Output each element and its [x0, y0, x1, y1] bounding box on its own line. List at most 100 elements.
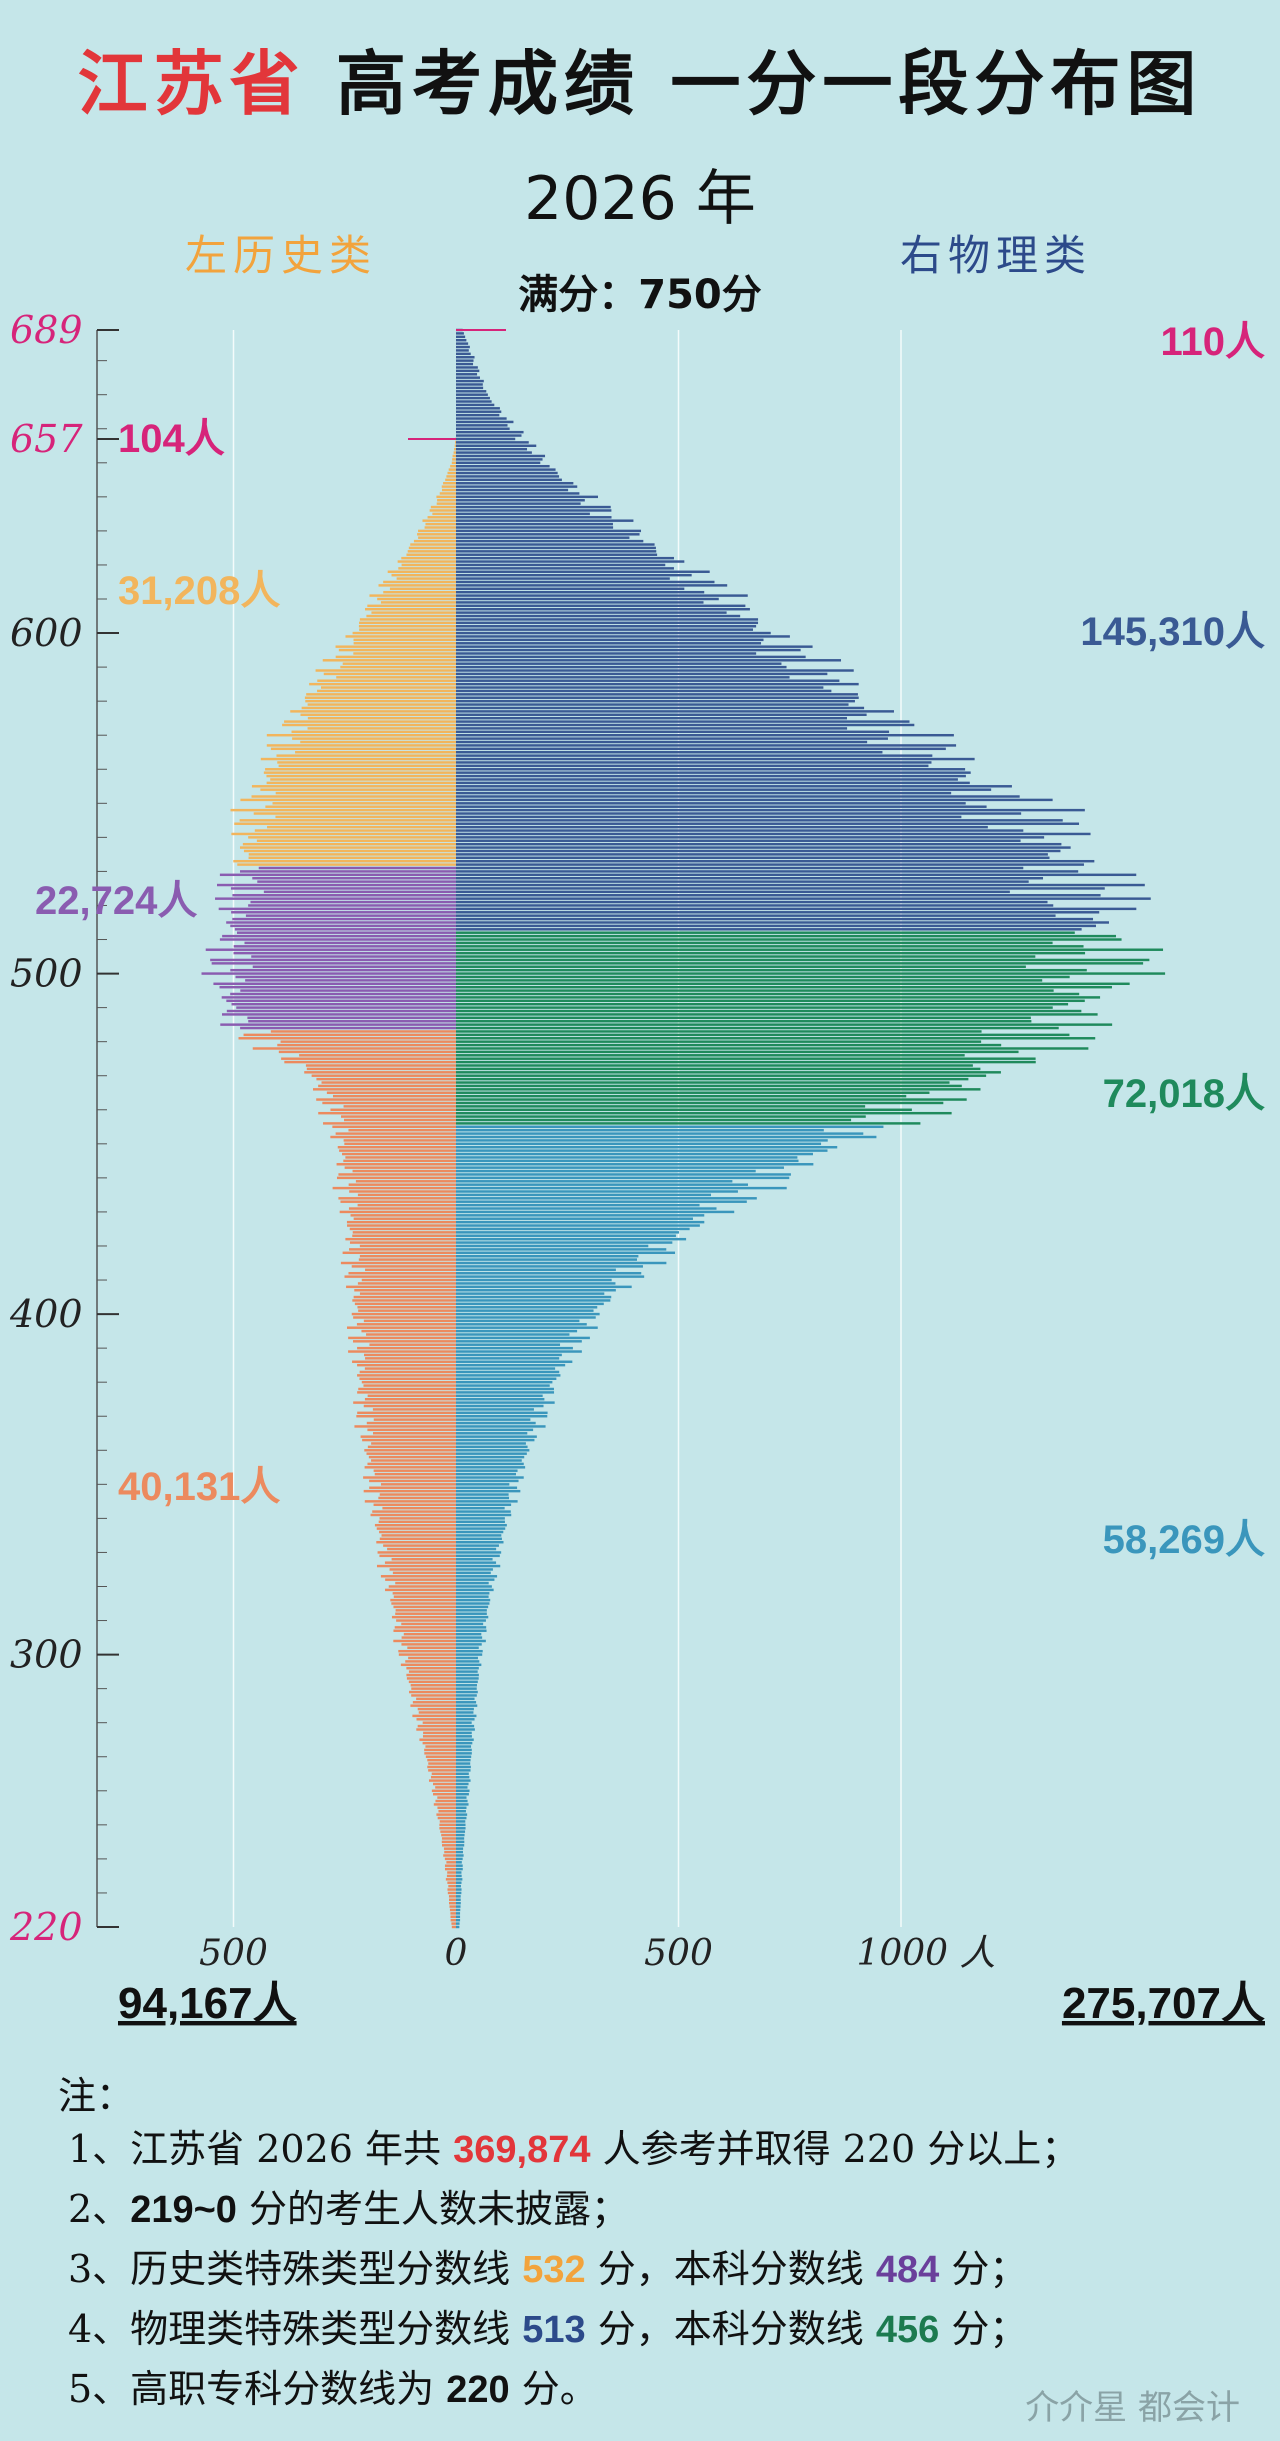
history-bar — [345, 1156, 456, 1159]
history-bar — [427, 1765, 456, 1769]
history-bar — [251, 785, 456, 788]
history-bar — [436, 502, 456, 505]
history-bar — [430, 505, 456, 509]
physics-bar — [456, 1612, 487, 1615]
history-bar — [427, 516, 456, 519]
history-bar — [427, 1758, 456, 1762]
physics-bar — [456, 979, 1043, 982]
physics-bar — [456, 522, 613, 526]
physics-bar — [456, 900, 1048, 904]
history-bar — [338, 1173, 456, 1176]
history-bar — [226, 999, 456, 1003]
history-bar — [236, 931, 456, 934]
physics-bar — [456, 1118, 852, 1122]
physics-bar — [456, 1074, 987, 1077]
history-bar — [444, 1850, 456, 1854]
history-bar — [360, 1435, 456, 1438]
physics-bar — [456, 1237, 687, 1241]
physics-bar — [456, 1564, 501, 1568]
history-bar — [213, 982, 456, 986]
physics-bar — [456, 410, 502, 413]
history-bar — [316, 1098, 456, 1101]
history-bar — [282, 723, 456, 727]
physics-bar — [456, 1728, 475, 1731]
physics-bar — [456, 880, 1029, 883]
physics-bar — [456, 1540, 504, 1544]
physics-bar — [456, 781, 970, 785]
physics-bar — [456, 1891, 462, 1895]
physics-bar — [456, 400, 492, 403]
history-bar — [240, 798, 456, 802]
history-bar — [336, 676, 456, 679]
history-bar — [416, 1697, 456, 1701]
history-bar — [340, 1115, 456, 1118]
history-bar — [366, 1333, 456, 1336]
physics-bar — [456, 407, 500, 410]
note-2-a: 2、 — [68, 2187, 131, 2231]
history-bar — [295, 751, 456, 754]
history-bar — [398, 567, 456, 570]
history-bar — [383, 580, 456, 584]
note-1: 1、江苏省 2026 年共 369,874 人参考并取得 220 分以上； — [68, 2118, 1079, 2173]
history-bar — [354, 1302, 456, 1306]
physics-bar — [456, 686, 824, 689]
history-bar — [254, 829, 456, 832]
history-bar — [339, 1210, 456, 1214]
history-bar — [398, 1649, 456, 1653]
physics-bar — [456, 1568, 493, 1571]
physics-bar — [456, 1285, 632, 1289]
history-bar — [346, 1285, 456, 1289]
history-bar — [231, 1002, 456, 1006]
history-bar — [357, 1306, 456, 1309]
physics-bar — [456, 1231, 680, 1234]
history-bar — [251, 795, 456, 798]
history-bar — [363, 1489, 456, 1493]
history-bar — [441, 485, 456, 488]
history-bar — [385, 1578, 456, 1581]
history-bar — [211, 962, 456, 965]
physics-bar — [456, 972, 1166, 975]
physics-bar — [456, 778, 958, 781]
history-bar — [316, 1077, 456, 1081]
physics-bar — [456, 1779, 471, 1782]
history-bar — [352, 1231, 456, 1234]
history-bars — [201, 437, 456, 1929]
physics-bar — [456, 475, 560, 478]
history-bar — [351, 1312, 456, 1316]
physics-bar — [456, 733, 954, 737]
history-bar — [444, 1864, 456, 1867]
physics-bar — [456, 1867, 463, 1871]
history-bar — [243, 849, 456, 853]
history-bar — [348, 1271, 456, 1275]
history-bar — [445, 1878, 456, 1881]
physics-low-total: 58,269人 — [1103, 1518, 1265, 1562]
note-2: 2、219~0 分的考生人数未披露； — [68, 2178, 629, 2233]
physics-bar — [456, 1190, 738, 1193]
physics-bar — [456, 1040, 982, 1043]
physics-bar — [456, 1680, 478, 1684]
history-bar — [359, 621, 456, 625]
history-bar — [335, 1132, 456, 1135]
history-bar — [257, 880, 456, 883]
physics-bar — [456, 1054, 965, 1057]
physics-bar — [456, 1105, 866, 1108]
physics-top-count: 110人 — [1160, 320, 1265, 364]
physics-bar — [456, 1803, 469, 1806]
physics-bar — [456, 437, 516, 441]
history-bar — [322, 659, 456, 662]
history-bar — [405, 1660, 456, 1663]
history-bar — [398, 1653, 456, 1656]
note-5-c: 分。 — [509, 2367, 598, 2411]
physics-bar — [456, 1598, 491, 1602]
history-bar — [300, 713, 456, 717]
physics-bar — [456, 1922, 460, 1925]
physics-bar — [456, 795, 1020, 798]
physics-bar — [456, 1864, 463, 1867]
physics-bar — [456, 1445, 528, 1449]
history-bar — [408, 1670, 456, 1673]
history-bar — [412, 1701, 456, 1704]
physics-bar — [456, 662, 782, 665]
physics-bar — [456, 1275, 645, 1278]
physics-bar — [456, 1912, 461, 1915]
physics-bar — [456, 1159, 799, 1163]
